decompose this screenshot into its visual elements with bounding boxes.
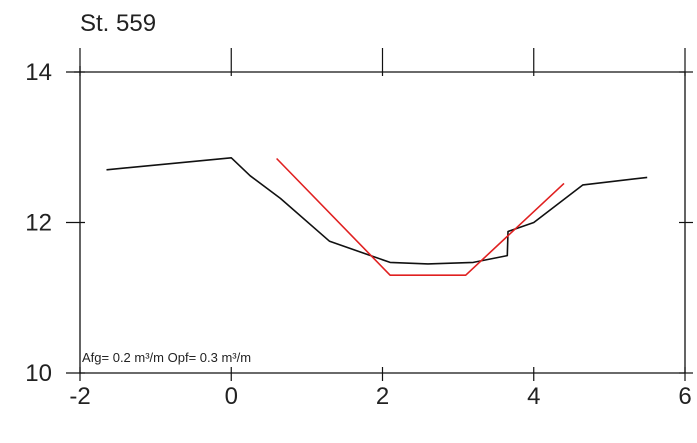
tick-marks [66,48,693,381]
series-line-red-profile [276,157,565,277]
x-tick-label: 2 [376,383,389,410]
series-lines [106,157,648,277]
x-tick-label: 6 [678,383,691,410]
series-line-black-profile [106,157,648,265]
x-tick-label: -2 [69,383,90,410]
chart-title: St. 559 [80,10,156,37]
annotation-volumes: Afg= 0.2 m³/m Opf= 0.3 m³/m [82,350,251,365]
x-tick-label: 0 [225,383,238,410]
y-tick-label: 12 [25,210,52,237]
tick-labels: -2 0 2 4 6 10 12 14 [25,59,691,410]
plot-frame [74,66,686,374]
y-tick-label: 14 [25,59,52,86]
y-tick-label: 10 [25,360,52,387]
x-tick-label: 4 [527,383,540,410]
